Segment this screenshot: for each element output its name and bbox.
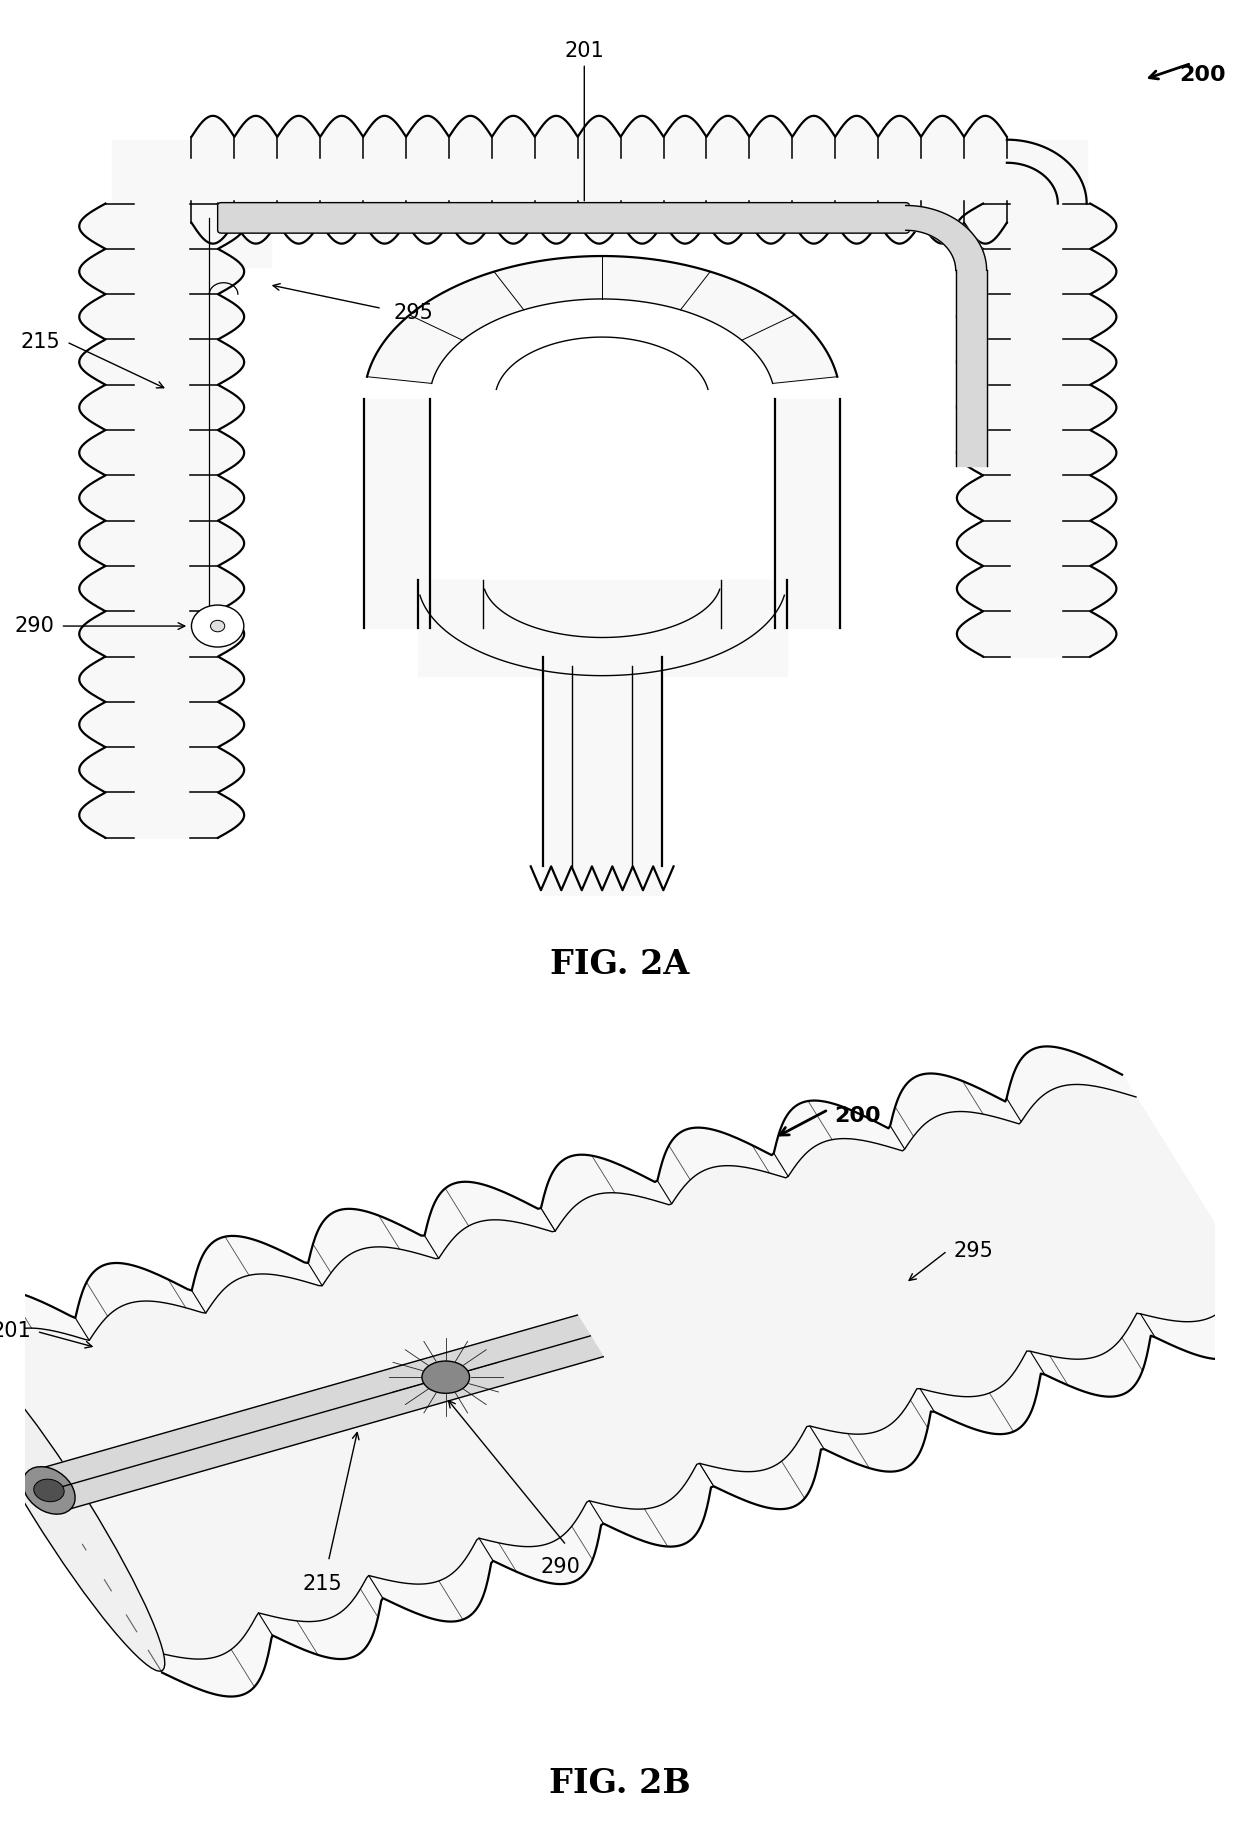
Ellipse shape [0, 1346, 165, 1671]
Ellipse shape [33, 1480, 64, 1502]
Text: 290: 290 [541, 1557, 580, 1577]
Polygon shape [36, 1315, 603, 1511]
Text: 295: 295 [954, 1242, 993, 1260]
Text: 295: 295 [394, 303, 434, 323]
FancyBboxPatch shape [218, 202, 909, 233]
Polygon shape [0, 1084, 1240, 1660]
Polygon shape [0, 1047, 1136, 1368]
Polygon shape [905, 205, 987, 270]
Text: 215: 215 [21, 332, 61, 352]
Polygon shape [149, 1275, 1240, 1696]
Circle shape [191, 605, 244, 647]
Polygon shape [367, 257, 837, 383]
Text: 201: 201 [0, 1322, 31, 1341]
Circle shape [211, 620, 224, 631]
Text: 215: 215 [303, 1574, 342, 1594]
Text: 201: 201 [564, 40, 604, 61]
Text: 290: 290 [15, 616, 55, 636]
Text: 200: 200 [835, 1106, 880, 1126]
Text: 200: 200 [1179, 66, 1226, 86]
Ellipse shape [22, 1467, 76, 1515]
Text: FIG. 2B: FIG. 2B [549, 1766, 691, 1799]
Text: FIG. 2A: FIG. 2A [551, 948, 689, 981]
Circle shape [422, 1361, 470, 1394]
